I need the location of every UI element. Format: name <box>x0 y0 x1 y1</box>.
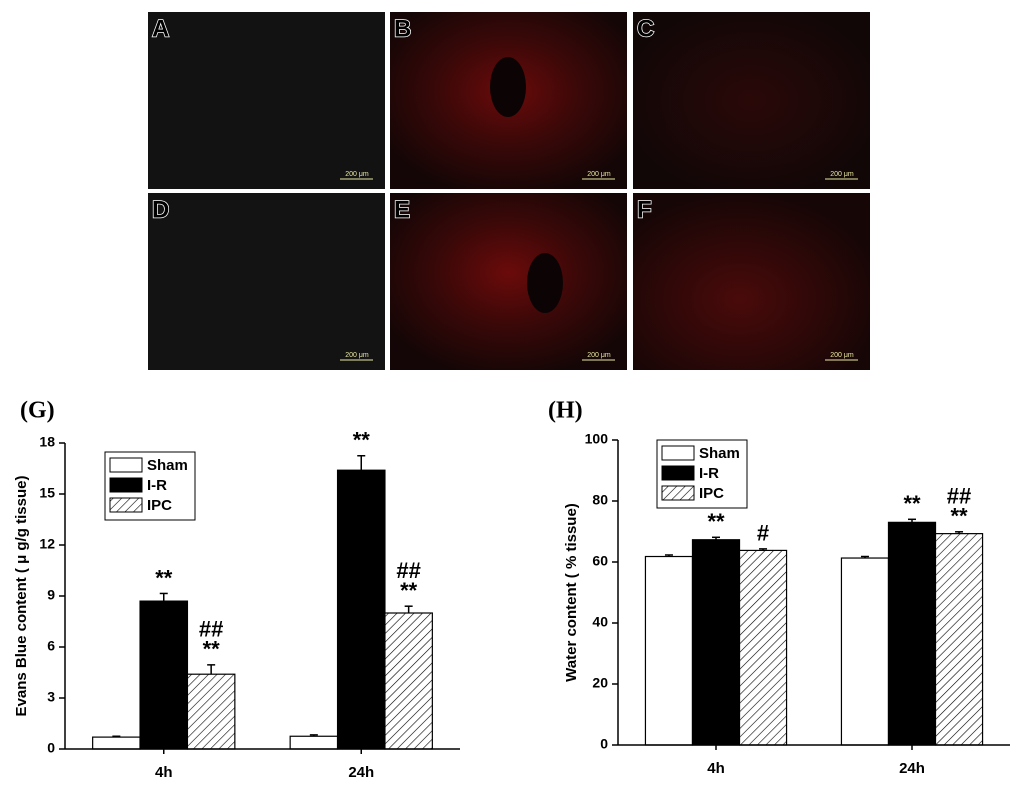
micrograph <box>148 193 385 370</box>
bar <box>384 612 433 750</box>
micrograph <box>148 12 385 189</box>
significance-mark: ** <box>707 509 725 534</box>
panel-label: F <box>637 196 652 223</box>
significance-mark: ** <box>950 504 968 529</box>
y-tick-label: 0 <box>47 740 55 756</box>
y-tick-label: 9 <box>47 587 55 603</box>
vessel <box>527 253 563 313</box>
significance-mark: ## <box>396 558 420 583</box>
y-tick-label: 20 <box>592 675 608 691</box>
bar <box>840 557 890 746</box>
bar <box>934 533 984 746</box>
micrograph <box>633 193 870 370</box>
bar <box>691 539 741 746</box>
y-tick-label: 6 <box>47 638 55 654</box>
legend-label: I-R <box>699 465 719 482</box>
significance-mark: ## <box>199 617 223 642</box>
bar <box>139 600 189 750</box>
bar <box>887 521 937 746</box>
bar <box>289 735 339 750</box>
x-tick-label: 24h <box>899 760 925 777</box>
y-tick-label: 15 <box>39 485 55 501</box>
y-tick-label: 3 <box>47 689 55 705</box>
legend-label: IPC <box>699 485 724 502</box>
scale-bar-label: 200 μm <box>587 171 611 178</box>
bar <box>644 555 694 746</box>
y-tick-label: 100 <box>585 431 609 447</box>
significance-mark: ** <box>903 491 921 516</box>
x-tick-label: 4h <box>155 764 173 781</box>
legend-label: Sham <box>147 457 188 474</box>
y-axis-label: Water content ( % tissue) <box>563 503 580 682</box>
legend-swatch <box>109 477 143 493</box>
legend-swatch <box>109 457 143 473</box>
panel-label: D <box>152 196 169 223</box>
x-tick-label: 4h <box>707 760 725 777</box>
significance-mark: ** <box>400 578 418 603</box>
chart-title: (G) <box>20 398 55 424</box>
significance-mark: # <box>757 521 769 546</box>
legend-label: I-R <box>147 477 167 494</box>
scale-bar-label: 200 μm <box>830 352 854 359</box>
y-tick-label: 60 <box>592 553 608 569</box>
panel-label: C <box>637 15 654 42</box>
y-tick-label: 12 <box>39 536 55 552</box>
micrograph <box>390 193 627 370</box>
panel-label: E <box>394 196 410 223</box>
panel-label: A <box>152 15 169 42</box>
legend-label: Sham <box>699 445 740 462</box>
significance-mark: ** <box>155 565 173 590</box>
panel-label: B <box>394 15 411 42</box>
y-tick-label: 40 <box>592 614 608 630</box>
y-tick-label: 80 <box>592 492 608 508</box>
significance-mark: ## <box>947 484 971 509</box>
y-tick-label: 18 <box>39 434 55 450</box>
x-tick-label: 24h <box>348 764 374 781</box>
bar <box>92 736 141 750</box>
micrograph <box>633 12 870 189</box>
legend-swatch <box>661 465 695 481</box>
bar <box>738 549 788 746</box>
legend-swatch <box>661 445 695 461</box>
scale-bar-label: 200 μm <box>345 171 369 178</box>
y-axis-label: Evans Blue content ( μ g/g tissue) <box>13 476 30 717</box>
legend-label: IPC <box>147 497 172 514</box>
significance-mark: ** <box>203 637 221 662</box>
chart-title: (H) <box>548 398 583 424</box>
scale-bar-label: 200 μm <box>830 171 854 178</box>
legend-swatch <box>109 497 143 513</box>
scale-bar-label: 200 μm <box>345 352 369 359</box>
significance-mark: ** <box>353 428 371 453</box>
scale-bar-label: 200 μm <box>587 352 611 359</box>
legend-swatch <box>661 485 695 501</box>
bar <box>336 469 386 750</box>
y-tick-label: 0 <box>600 736 608 752</box>
vessel <box>490 57 526 117</box>
bar <box>186 673 236 750</box>
